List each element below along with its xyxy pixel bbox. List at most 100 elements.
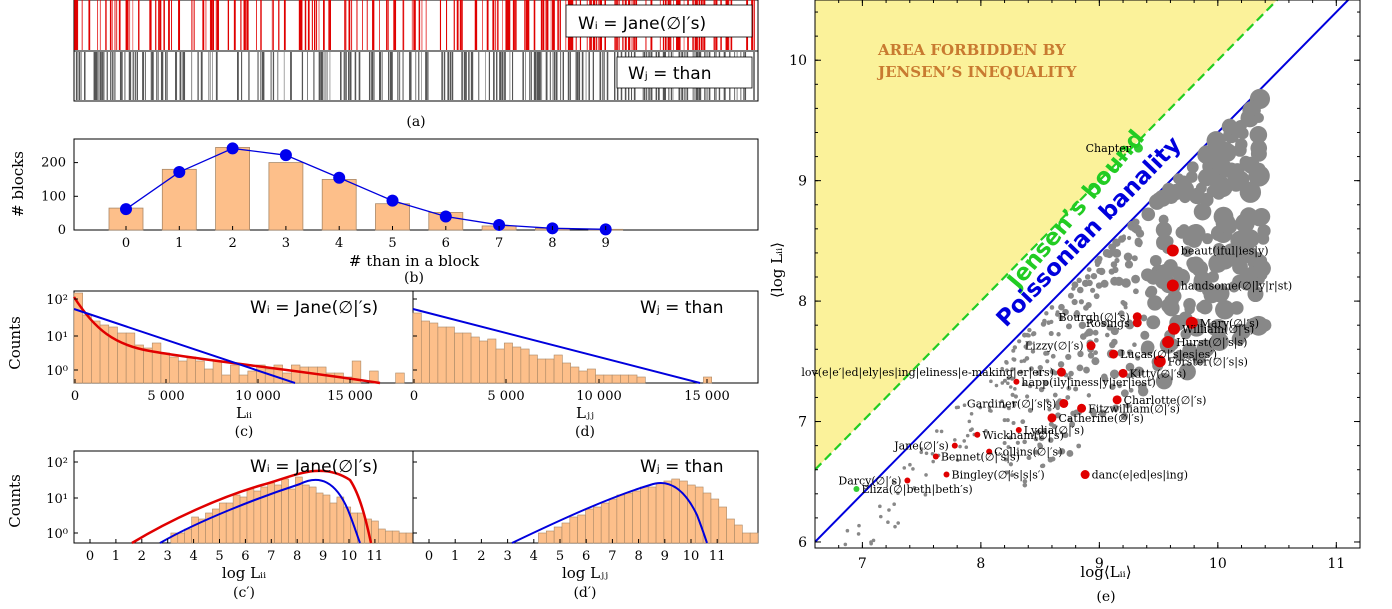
word-point bbox=[893, 524, 897, 529]
xtick-label: 9 bbox=[319, 549, 327, 564]
word-point bbox=[1131, 255, 1138, 262]
word-point bbox=[1134, 366, 1144, 377]
word-point bbox=[1208, 174, 1222, 188]
word-point bbox=[1028, 366, 1034, 372]
word-point bbox=[1117, 349, 1125, 357]
word-point bbox=[843, 542, 848, 547]
word-point bbox=[1252, 98, 1263, 109]
hist-bar bbox=[512, 346, 522, 384]
ylabel-c: Counts bbox=[6, 316, 24, 370]
word-point bbox=[1179, 191, 1191, 204]
hist-bar bbox=[487, 338, 497, 384]
word-point bbox=[1004, 360, 1009, 365]
hist-bar bbox=[553, 354, 563, 384]
hist-bar bbox=[191, 516, 199, 544]
word-point bbox=[1011, 357, 1016, 361]
word-point bbox=[1199, 192, 1214, 207]
hist-bar bbox=[578, 370, 588, 384]
labeled-point bbox=[1015, 426, 1022, 433]
word-point bbox=[1132, 218, 1140, 226]
word-point bbox=[1148, 193, 1165, 210]
ticks-d: 0 5 000 10 000 15 000 bbox=[410, 298, 730, 404]
word-point bbox=[1067, 375, 1072, 380]
point-label: lov(e|e′|ed|ely|es|ing|eliness|e-making|… bbox=[801, 366, 1054, 380]
word-point bbox=[1114, 276, 1124, 286]
ytick-label-e: 10 bbox=[789, 53, 807, 69]
word-point bbox=[919, 447, 924, 451]
ylabel-e: ⟨log Lᵢᵢ⟩ bbox=[768, 242, 786, 298]
ylabel-c2: Counts bbox=[6, 474, 24, 528]
legend-d2: Wⱼ = than bbox=[640, 457, 723, 477]
word-point bbox=[1022, 382, 1027, 387]
word-point bbox=[1239, 207, 1258, 226]
hist-bar bbox=[230, 364, 240, 384]
word-point bbox=[1006, 376, 1011, 381]
word-point bbox=[1135, 355, 1141, 361]
word-point bbox=[1076, 443, 1082, 449]
word-point bbox=[1055, 310, 1060, 315]
region-label-2: JENSEN’S INEQUALITY bbox=[876, 63, 1077, 81]
hist-bar bbox=[247, 370, 257, 384]
word-point bbox=[1140, 330, 1150, 340]
word-point bbox=[1186, 161, 1199, 174]
hist-bar bbox=[569, 516, 578, 544]
hist-bar bbox=[398, 532, 407, 544]
word-point bbox=[1067, 292, 1074, 299]
word-point bbox=[1047, 407, 1052, 412]
word-point bbox=[1042, 380, 1049, 386]
labeled-point bbox=[943, 471, 950, 478]
word-point bbox=[1083, 304, 1089, 311]
point-b bbox=[439, 210, 452, 223]
caption-b: (b) bbox=[404, 270, 424, 286]
point-label: William(∅|′s) bbox=[1182, 323, 1254, 337]
xtick-label: 11 bbox=[709, 549, 726, 564]
word-point bbox=[1182, 364, 1196, 378]
hist-bar bbox=[437, 326, 447, 384]
hist-bar bbox=[378, 528, 386, 544]
word-point bbox=[1100, 279, 1109, 288]
word-point bbox=[1054, 403, 1061, 409]
word-point bbox=[1030, 332, 1036, 337]
hist-bar bbox=[640, 486, 649, 544]
highlight-points bbox=[853, 143, 1198, 492]
xtick-label: 0 bbox=[425, 549, 433, 564]
word-point bbox=[994, 383, 999, 388]
hist-bar bbox=[545, 530, 555, 544]
hist-bar bbox=[585, 508, 594, 544]
point-label: Eliza(∅|beth|beth′s) bbox=[861, 483, 972, 497]
hist-bar bbox=[636, 376, 646, 384]
word-point bbox=[1052, 392, 1058, 398]
word-point bbox=[1124, 402, 1131, 409]
word-point bbox=[1110, 326, 1119, 336]
hist-bar bbox=[734, 524, 743, 544]
word-point bbox=[1078, 321, 1087, 329]
word-point bbox=[902, 466, 907, 470]
word-point bbox=[1044, 311, 1049, 316]
word-point bbox=[1095, 282, 1103, 289]
xtick-label: 8 bbox=[634, 549, 642, 564]
hist-bar bbox=[246, 488, 255, 544]
xlabel-c2: log Lᵢᵢ bbox=[222, 564, 266, 582]
word-point bbox=[856, 532, 861, 536]
word-point bbox=[1149, 254, 1162, 267]
point-label: Hurst(∅|′s|s) bbox=[1176, 336, 1247, 350]
point-b bbox=[226, 142, 239, 155]
xtick-label: 0 bbox=[410, 389, 418, 404]
point-b bbox=[173, 166, 186, 179]
labeled-point bbox=[1080, 470, 1090, 480]
word-point bbox=[1010, 392, 1015, 397]
word-point bbox=[1015, 440, 1020, 445]
xlabel-d2: log Lⱼⱼ bbox=[562, 564, 608, 582]
word-point bbox=[965, 433, 970, 438]
word-point bbox=[1140, 342, 1154, 356]
word-point bbox=[844, 566, 848, 570]
word-point bbox=[1076, 364, 1084, 372]
labeled-point bbox=[974, 431, 981, 438]
word-point bbox=[1229, 173, 1241, 185]
point-b bbox=[386, 194, 399, 207]
word-point bbox=[1084, 274, 1091, 280]
labeled-point bbox=[853, 485, 860, 492]
hist-bar bbox=[577, 514, 586, 544]
hist-bar bbox=[538, 532, 547, 544]
hist-bar bbox=[125, 332, 136, 384]
